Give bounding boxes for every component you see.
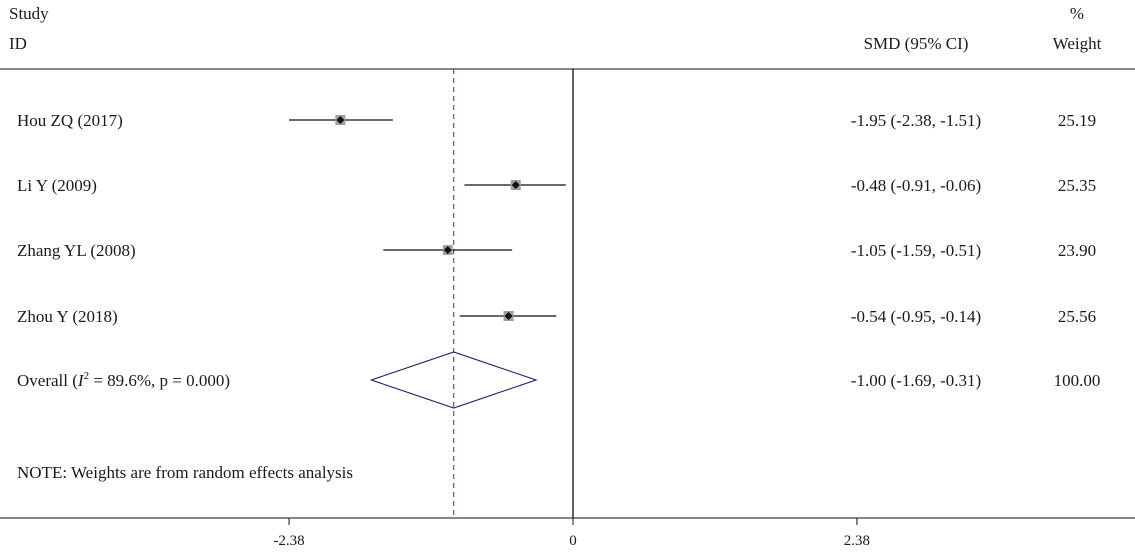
study-label: Zhang YL (2008): [17, 241, 136, 260]
header-id: ID: [9, 34, 27, 53]
note-text: NOTE: Weights are from random effects an…: [17, 463, 353, 482]
ci-value: -1.95 (-2.38, -1.51): [851, 111, 981, 130]
header-weight-percent: %: [1070, 4, 1084, 23]
overall-label-suffix: = 89.6%, p = 0.000): [89, 371, 230, 390]
overall-label-prefix: Overall (: [17, 371, 78, 390]
weight-value: 25.19: [1058, 111, 1096, 130]
overall-diamond: [369, 351, 538, 409]
overall-label-sup: 2: [84, 370, 90, 382]
weight-value: 25.56: [1058, 307, 1096, 326]
header-ci: SMD (95% CI): [864, 34, 969, 53]
study-row: Li Y (2009) -0.48 (-0.91, -0.06) 25.35: [17, 176, 1096, 195]
study-label: Li Y (2009): [17, 176, 97, 195]
ci-value: -0.48 (-0.91, -0.06): [851, 176, 981, 195]
weight-value: 23.90: [1058, 241, 1096, 260]
study-row: Hou ZQ (2017) -1.95 (-2.38, -1.51) 25.19: [17, 111, 1096, 130]
overall-weight-value: 100.00: [1054, 371, 1101, 390]
point-estimate: [443, 246, 452, 254]
point-estimate: [336, 116, 345, 124]
x-tick-label: 2.38: [844, 533, 870, 549]
study-label: Hou ZQ (2017): [17, 111, 123, 130]
weight-value: 25.35: [1058, 176, 1096, 195]
x-tick-label: 0: [569, 533, 577, 549]
point-estimate: [511, 181, 520, 189]
study-row: Zhou Y (2018) -0.54 (-0.95, -0.14) 25.56: [17, 307, 1096, 326]
ci-value: -1.05 (-1.59, -0.51): [851, 241, 981, 260]
overall-label-i: I: [77, 371, 85, 390]
overall-ci-value: -1.00 (-1.69, -0.31): [851, 371, 981, 390]
point-estimate: [504, 312, 513, 320]
header-weight: Weight: [1053, 34, 1102, 53]
x-tick-label: -2.38: [273, 533, 304, 549]
overall-label: Overall (I2 = 89.6%, p = 0.000): [17, 370, 230, 390]
study-label: Zhou Y (2018): [17, 307, 118, 326]
ci-value: -0.54 (-0.95, -0.14): [851, 307, 981, 326]
study-row: Zhang YL (2008) -1.05 (-1.59, -0.51) 23.90: [17, 241, 1096, 260]
header-study: Study: [9, 4, 49, 23]
